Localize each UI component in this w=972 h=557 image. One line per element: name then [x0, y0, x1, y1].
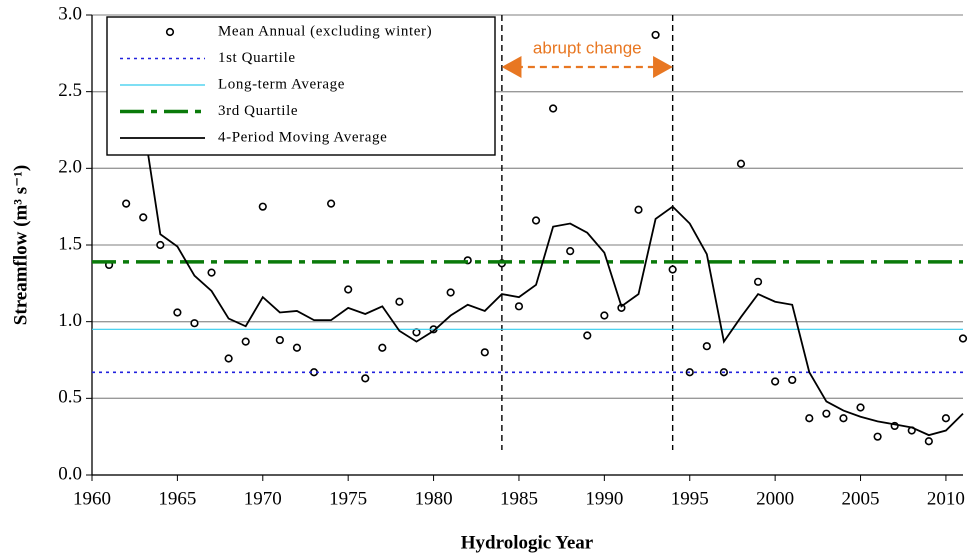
data-point: [514, 302, 524, 311]
data-point: [873, 432, 882, 441]
data-point: [480, 348, 489, 357]
data-point: [122, 199, 131, 208]
data-point: [446, 288, 455, 297]
legend: Mean Annual (excluding winter) 1st Quarti…: [106, 16, 496, 156]
data-point: [292, 343, 302, 352]
y-tick-label: 0.0: [58, 463, 82, 484]
y-tick-label: 0.5: [58, 387, 82, 408]
data-point: [941, 414, 951, 423]
x-tick-label: 1980: [415, 488, 453, 509]
x-tick-label: 1975: [329, 488, 367, 509]
annotation-text: abrupt change: [533, 38, 642, 57]
data-point: [190, 319, 199, 328]
data-point: [326, 199, 336, 208]
data-point: [173, 308, 182, 317]
x-tick-label: 1965: [158, 488, 196, 509]
x-tick-label: 1960: [73, 488, 111, 509]
legend-label: 3rd Quartile: [218, 103, 298, 119]
x-tick-label: 2010: [927, 488, 965, 509]
legend-label: Long-term Average: [218, 76, 345, 92]
data-point: [344, 285, 353, 294]
data-point: [958, 334, 968, 343]
x-tick-label: 1970: [244, 488, 282, 509]
data-point: [139, 213, 148, 222]
y-axis-title: Streamflow (m³ s⁻¹): [10, 165, 31, 325]
data-point: [549, 104, 558, 113]
data-point: [156, 240, 165, 250]
x-axis-title: Hydrologic Year: [461, 532, 594, 553]
legend-marker: [165, 27, 175, 37]
data-point: [805, 414, 814, 423]
x-tick-label: 1995: [671, 488, 709, 509]
data-point: [241, 337, 250, 346]
x-tick-label: 1985: [500, 488, 538, 509]
data-point: [395, 297, 404, 306]
data-point: [207, 268, 216, 277]
data-point: [258, 202, 267, 211]
y-tick-label: 2.5: [58, 80, 82, 101]
data-point: [924, 437, 933, 446]
data-point: [412, 328, 421, 337]
data-point: [856, 403, 865, 412]
legend-label: Mean Annual (excluding winter): [218, 23, 432, 39]
data-point: [224, 354, 233, 363]
legend-label: 4-Period Moving Average: [218, 129, 387, 145]
data-point: [822, 409, 831, 418]
data-point: [753, 277, 763, 286]
data-point: [531, 216, 541, 225]
x-tick-label: 2000: [756, 488, 794, 509]
data-point: [361, 374, 370, 383]
data-point: [651, 30, 660, 40]
y-tick-label: 2.0: [58, 157, 82, 178]
data-point: [839, 414, 848, 423]
data-point: [566, 247, 575, 256]
y-tick-label: 3.0: [58, 3, 82, 24]
y-tick-label: 1.0: [58, 310, 82, 331]
data-point: [771, 377, 780, 386]
data-point: [702, 342, 711, 351]
legend-label: 1st Quartile: [218, 50, 296, 66]
data-point: [583, 331, 592, 340]
y-tick-label: 1.5: [58, 233, 82, 254]
x-tick-label: 2005: [842, 488, 880, 509]
data-point: [788, 375, 797, 385]
data-point: [736, 159, 746, 168]
data-point: [668, 265, 677, 274]
moving-average-line: [142, 122, 964, 437]
data-point: [634, 205, 643, 214]
x-tick-label: 1990: [585, 488, 623, 509]
data-point: [378, 343, 387, 352]
data-point: [275, 335, 284, 345]
legend-box: [106, 16, 496, 156]
data-point: [600, 311, 609, 320]
